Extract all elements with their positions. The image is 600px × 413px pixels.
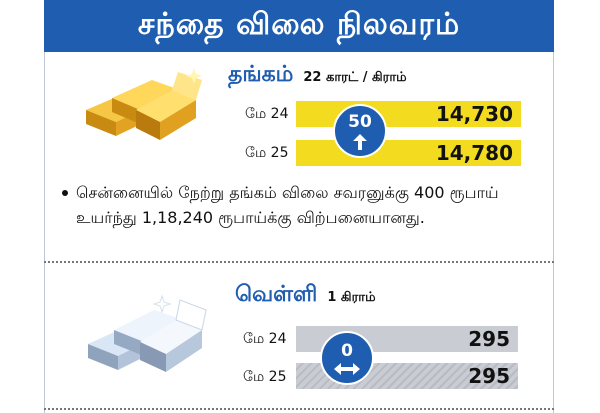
gold-price-2: 14,780 xyxy=(435,141,513,165)
silver-change-value: 0 xyxy=(341,340,353,361)
silver-price-2: 295 xyxy=(468,364,510,388)
silver-unit: 1 கிராம் xyxy=(327,290,376,305)
gold-unit: 22 காரட் / கிராம் xyxy=(303,70,407,85)
silver-price-1: 295 xyxy=(468,327,510,351)
silver-change-badge: 0 xyxy=(320,331,374,385)
gold-title: தங்கம் xyxy=(228,62,294,87)
gold-change-value: 50 xyxy=(348,111,372,132)
gold-section-title: தங்கம் 22 காரட் / கிராம் xyxy=(228,62,407,90)
silver-date-2: மே 25 xyxy=(243,369,287,385)
gold-bars-icon xyxy=(86,68,202,140)
gold-price-1: 14,730 xyxy=(435,102,513,126)
arrow-up-icon xyxy=(353,133,367,150)
silver-bars-icon xyxy=(88,294,207,372)
gold-change-badge: 50 xyxy=(333,104,387,158)
gold-bar-2: 14,780 xyxy=(296,140,521,166)
bullet-dot xyxy=(62,190,68,196)
silver-title: வெள்ளி xyxy=(235,282,318,307)
gold-note: சென்னையில் நேற்று தங்கம் விலை சவரனுக்கு … xyxy=(76,183,499,227)
section-divider xyxy=(44,261,554,263)
gold-bar-1: 14,730 xyxy=(296,101,521,127)
bottom-divider xyxy=(44,408,554,410)
silver-section-title: வெள்ளி 1 கிராம் xyxy=(235,282,376,310)
page-title: சந்தை விலை நிலவரம் xyxy=(44,0,554,52)
arrow-left-right-icon xyxy=(334,362,360,375)
silver-date-1: மே 24 xyxy=(243,331,287,347)
gold-date-1: மே 24 xyxy=(245,106,289,122)
page-title-text: சந்தை விலை நிலவரம் xyxy=(137,6,461,42)
gold-date-2: மே 25 xyxy=(245,145,289,161)
